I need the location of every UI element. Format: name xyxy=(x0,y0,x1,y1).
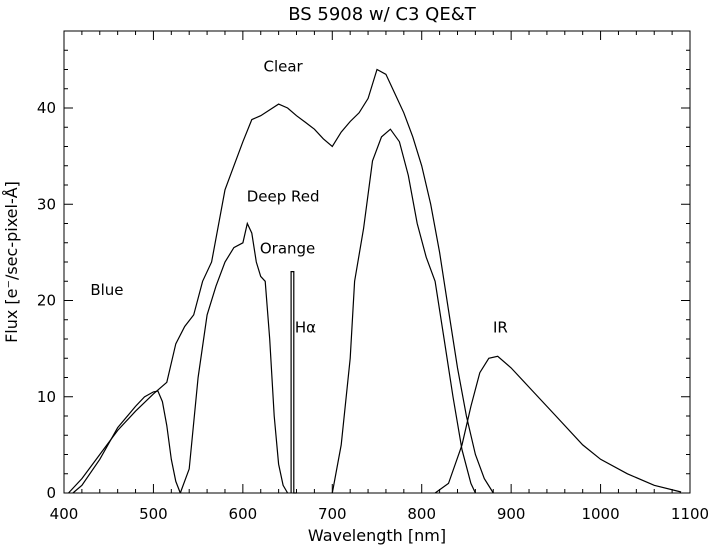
annotation-label: Orange xyxy=(260,240,315,258)
series-blue xyxy=(72,390,181,494)
y-tick-label: 40 xyxy=(37,99,56,117)
annotation-label: Clear xyxy=(263,58,303,76)
axis-ticks: 400 500 600 700 800 900 1000 1100 0 10 20 30 40 xyxy=(37,30,709,523)
x-axis-title: Wavelength [nm] xyxy=(308,526,446,545)
y-tick-label: 0 xyxy=(46,484,56,502)
annotation-label: Hα xyxy=(295,318,316,336)
y-tick-label: 30 xyxy=(37,195,56,213)
annotation-label: Blue xyxy=(90,281,123,299)
series-h xyxy=(290,271,297,494)
series-curves xyxy=(68,68,682,494)
annotation-label: Deep Red xyxy=(247,188,320,206)
chart-title: BS 5908 w/ C3 QE&T xyxy=(288,4,477,25)
x-tick-label: 1100 xyxy=(671,505,709,523)
series-ir xyxy=(434,355,682,494)
x-tick-label: 500 xyxy=(139,505,168,523)
x-tick-label: 1000 xyxy=(581,505,619,523)
y-tick-label: 10 xyxy=(37,388,56,406)
series-deep-red xyxy=(331,128,476,494)
y-tick-label: 20 xyxy=(37,292,56,310)
x-tick-label: 700 xyxy=(318,505,347,523)
series-orange xyxy=(179,221,289,494)
curve-annotations: Clear Deep Red Orange Blue Hα IR xyxy=(90,58,508,337)
plot-frame xyxy=(63,30,691,494)
annotation-label: IR xyxy=(493,318,508,336)
x-tick-label: 600 xyxy=(229,505,258,523)
x-tick-label: 800 xyxy=(407,505,436,523)
y-axis-title: Flux [e⁻/sec-pixel-Å] xyxy=(2,181,21,343)
x-tick-label: 900 xyxy=(497,505,526,523)
series-clear xyxy=(68,68,494,494)
x-tick-label: 400 xyxy=(50,505,79,523)
